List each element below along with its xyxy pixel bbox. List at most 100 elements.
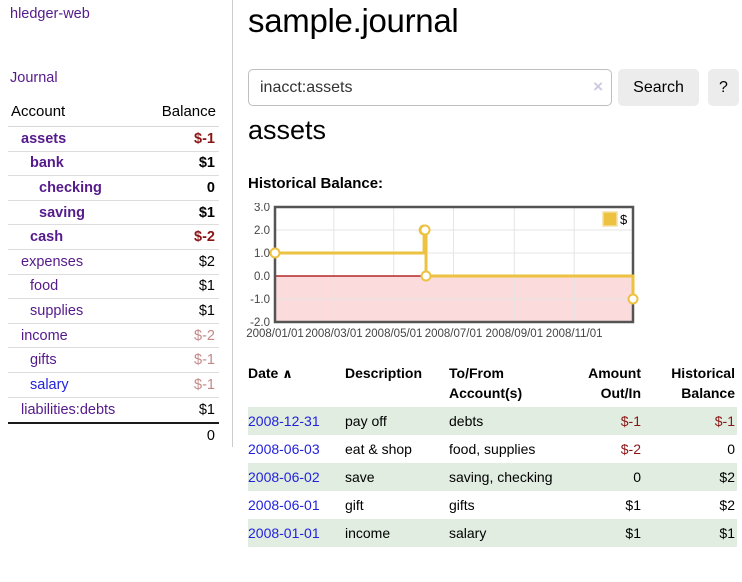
- sidebar-account-rows: assets $-1 bank $1 checking 0 saving $1 cash $-2 e…: [8, 127, 219, 422]
- page-title: sample.journal: [248, 2, 459, 39]
- register-body: 2008-12-31 pay off debts $-1 $-1 2008-06-03 ea…: [248, 407, 737, 547]
- sidebar-account-row: salary $-1: [8, 373, 219, 398]
- help-button[interactable]: ?: [708, 69, 739, 106]
- transaction-date-link[interactable]: 2008-06-01: [248, 497, 320, 513]
- register-table: Date ∧ Description To/From Account(s) Am…: [248, 361, 737, 547]
- account-link[interactable]: checking: [39, 179, 102, 196]
- chart-ytick-label: 0.0: [254, 271, 270, 283]
- sidebar-account-row: checking 0: [8, 176, 219, 201]
- transaction-date-cell: 2008-12-31: [248, 407, 345, 435]
- search-input[interactable]: [248, 69, 612, 106]
- transaction-balance: $1: [719, 525, 735, 541]
- transaction-date-link[interactable]: 2008-06-02: [248, 469, 320, 485]
- search-form: × Search ?: [248, 69, 739, 106]
- transaction-date-link[interactable]: 2008-01-01: [248, 525, 320, 541]
- accounts-table: Account Balance assets $-1 bank $1 checking 0…: [8, 100, 219, 447]
- sidebar-account-row: cash $-2: [8, 225, 219, 250]
- account-link[interactable]: gifts: [30, 352, 57, 369]
- amount-column-header: Amount Out/In: [588, 365, 641, 401]
- chart-data-marker: [420, 270, 432, 282]
- balance-column-header: Balance: [161, 103, 216, 120]
- main-content: sample.journal × Search ? assets Histori…: [246, 0, 742, 582]
- account-balance: $-1: [194, 376, 215, 393]
- transaction-balance: $-1: [714, 413, 735, 429]
- transaction-accounts: saving, checking: [449, 469, 553, 485]
- chart-ytick-label: 2.0: [254, 225, 270, 237]
- account-balance: $-2: [194, 229, 215, 246]
- chart-ytick-label: 3.0: [254, 203, 270, 214]
- chart-xtick-label: 2008/07/01: [425, 328, 483, 340]
- chart-legend-swatch: [602, 211, 618, 227]
- transaction-date-cell: 2008-06-03: [248, 435, 345, 463]
- account-balance: $1: [198, 302, 215, 319]
- transaction-date-link[interactable]: 2008-12-31: [248, 413, 320, 429]
- account-column-header: Account: [11, 103, 66, 120]
- clear-search-icon[interactable]: ×: [593, 77, 603, 96]
- transaction-date-link[interactable]: 2008-06-03: [248, 441, 320, 457]
- chart-data-marker: [627, 293, 639, 305]
- search-button[interactable]: Search: [618, 69, 699, 106]
- chart-ytick-label: -1.0: [250, 294, 270, 306]
- register-header-row: Date ∧ Description To/From Account(s) Am…: [248, 361, 737, 407]
- sidebar-account-row: supplies $1: [8, 299, 219, 324]
- sidebar-account-row: bank $1: [8, 152, 219, 177]
- account-balance: $1: [198, 204, 215, 221]
- transaction-balance: 0: [727, 441, 735, 457]
- account-heading: assets: [248, 115, 327, 145]
- account-link[interactable]: expenses: [21, 253, 84, 270]
- account-link[interactable]: supplies: [30, 302, 84, 319]
- account-link[interactable]: salary: [30, 376, 69, 393]
- accounts-total-row: 0: [8, 422, 219, 447]
- sort-ascending-icon[interactable]: ∧: [282, 366, 293, 381]
- chart-title: Historical Balance:: [248, 175, 384, 192]
- account-balance: $1: [198, 278, 215, 295]
- register-row: 2008-06-01 gift gifts $1 $2: [248, 491, 737, 519]
- account-link[interactable]: income: [21, 327, 68, 344]
- chart-xtick-label: 2008/09/01: [486, 328, 544, 340]
- transaction-amount: 0: [633, 469, 641, 485]
- sidebar-account-row: food $1: [8, 275, 219, 300]
- account-link[interactable]: bank: [30, 155, 64, 172]
- account-balance: $1: [198, 401, 215, 418]
- sidebar-item-journal[interactable]: Journal: [10, 70, 58, 86]
- sidebar: hledger-web Journal Account Balance asse…: [0, 0, 233, 447]
- transaction-amount: $1: [625, 497, 641, 513]
- chart-legend-label: $: [620, 212, 628, 227]
- account-link[interactable]: saving: [39, 204, 85, 221]
- account-balance: $-1: [194, 352, 215, 369]
- chart-ytick-label: -2.0: [250, 317, 270, 329]
- transaction-accounts: food, supplies: [449, 441, 536, 457]
- date-column-header[interactable]: Date ∧: [248, 365, 293, 381]
- account-balance: $-1: [194, 130, 215, 147]
- transaction-accounts: gifts: [449, 497, 475, 513]
- transaction-date-cell: 2008-01-01: [248, 519, 345, 547]
- app-brand-link[interactable]: hledger-web: [10, 6, 90, 22]
- account-link[interactable]: food: [30, 278, 59, 295]
- transaction-balance: $2: [719, 469, 735, 485]
- account-link[interactable]: assets: [21, 130, 67, 147]
- sidebar-account-row: income $-2: [8, 324, 219, 349]
- account-link[interactable]: cash: [30, 229, 64, 246]
- chart-xtick-label: 2008/11/01: [546, 328, 603, 340]
- transaction-date-cell: 2008-06-01: [248, 491, 345, 519]
- account-balance: $2: [198, 253, 215, 270]
- transaction-accounts: debts: [449, 413, 484, 429]
- historical-balance-chart[interactable]: $3.0 2.0 1.0 0.0 -1.0 -2.0 2008/01/01 2008/03/0…: [243, 202, 641, 349]
- transaction-accounts: salary: [449, 525, 487, 541]
- chart-data-marker: [419, 224, 431, 236]
- accounts-total-value: 0: [206, 427, 215, 444]
- register-row: 2008-01-01 income salary $1 $1: [248, 519, 737, 547]
- transaction-amount: $1: [625, 525, 641, 541]
- account-link[interactable]: liabilities:debts: [21, 401, 116, 418]
- transaction-amount: $-1: [620, 413, 641, 429]
- register-row: 2008-06-03 eat & shop food, supplies $-2 0: [248, 435, 737, 463]
- transaction-description: save: [345, 469, 375, 485]
- register-row: 2008-06-02 save saving, checking 0 $2: [248, 463, 737, 491]
- sidebar-account-row: saving $1: [8, 201, 219, 226]
- transaction-description: eat & shop: [345, 441, 412, 457]
- transaction-description: gift: [345, 497, 364, 513]
- accounts-table-header: Account Balance: [8, 100, 219, 127]
- chart-xtick-label: 2008/01/01: [246, 328, 304, 340]
- chart-xtick-label: 2008/05/01: [365, 328, 423, 340]
